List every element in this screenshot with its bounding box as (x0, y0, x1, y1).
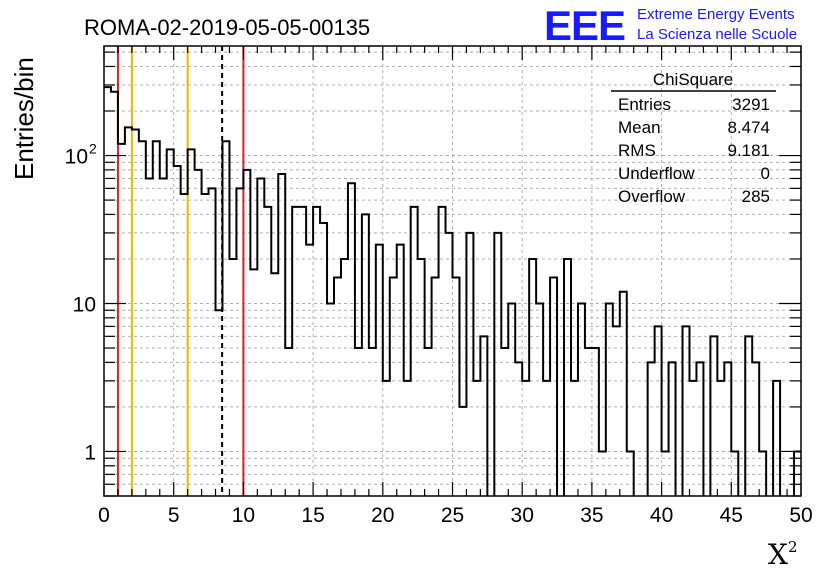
plot-frame (103, 45, 802, 497)
y-tick-label-exponent: 2 (89, 141, 97, 157)
reference-lines (116, 46, 245, 496)
eee-logo-mark: EEE (544, 2, 625, 49)
histogram-series (104, 86, 801, 496)
eee-logo-line1: Extreme Energy Events (637, 6, 795, 23)
x-tick-label: 35 (580, 504, 603, 527)
y-tick-label: 1 (84, 441, 96, 464)
stats-row-label: Entries (618, 95, 671, 114)
x-tick-label: 10 (232, 504, 255, 527)
stats-row-label: Overflow (618, 187, 686, 206)
stats-row-value: 9.181 (727, 141, 770, 160)
y-tick-label: 10 (65, 146, 88, 169)
x-tick-label: 0 (98, 504, 110, 527)
stats-title: ChiSquare (653, 70, 733, 89)
stats-row-label: Underflow (618, 164, 695, 183)
grid (104, 46, 801, 497)
eee-logo: EEE Extreme Energy Events La Scienza nel… (544, 2, 797, 49)
x-tick-label: 45 (720, 504, 743, 527)
x-tick-label: 25 (441, 504, 464, 527)
x-tick-label: 40 (650, 504, 673, 527)
x-axis-label-superscript: 2 (788, 538, 798, 556)
chart-title: ROMA-02-2019-05-05-00135 (84, 15, 370, 40)
x-tick-label: 50 (789, 504, 812, 527)
stats-box: ChiSquare Entries 3291 Mean 8.474 RMS 9.181 Un… (611, 70, 776, 206)
axis-ticks (103, 46, 802, 497)
stats-row-value: 0 (761, 164, 770, 183)
stats-rows: Entries 3291 Mean 8.474 RMS 9.181 Underflow 0 Ov… (618, 95, 770, 206)
y-axis-label: Entries/bin (9, 57, 39, 180)
x-axis-label-main: X (768, 538, 788, 571)
x-tick-label: 15 (301, 504, 324, 527)
stats-row-label: Mean (618, 118, 661, 137)
stats-row-label: RMS (618, 141, 656, 160)
x-axis-label: X 2 (768, 538, 798, 571)
x-tick-label: 5 (168, 504, 180, 527)
eee-logo-line2: La Scienza nelle Scuole (637, 26, 797, 43)
stats-row-value: 8.474 (727, 118, 770, 137)
x-tick-labels: 0 5 10 15 20 25 30 35 40 45 50 (98, 504, 813, 527)
y-tick-label: 10 (73, 294, 96, 317)
stats-row-value: 3291 (732, 95, 770, 114)
x-tick-label: 20 (371, 504, 394, 527)
stats-row-value: 285 (742, 187, 770, 206)
x-tick-label: 30 (511, 504, 534, 527)
